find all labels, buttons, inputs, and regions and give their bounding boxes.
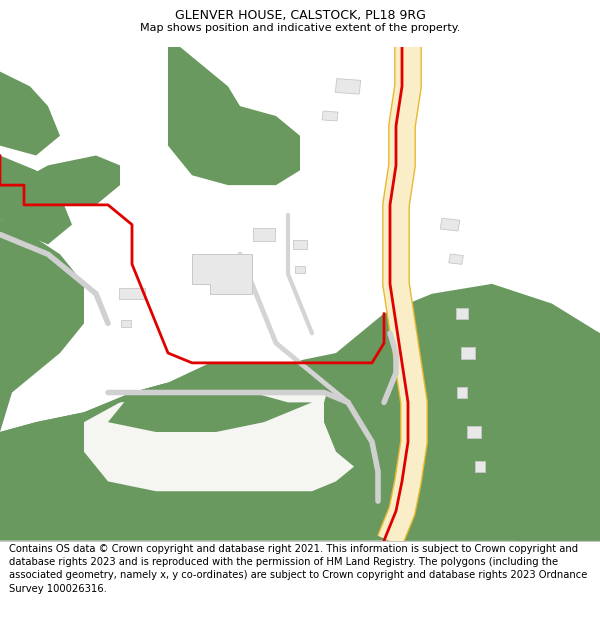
FancyBboxPatch shape bbox=[449, 254, 463, 264]
Polygon shape bbox=[168, 47, 300, 185]
FancyBboxPatch shape bbox=[467, 426, 481, 438]
Polygon shape bbox=[516, 372, 576, 442]
Polygon shape bbox=[516, 314, 570, 368]
Text: GLENVER HOUSE, CALSTOCK, PL18 9RG: GLENVER HOUSE, CALSTOCK, PL18 9RG bbox=[175, 9, 425, 22]
Polygon shape bbox=[192, 254, 252, 294]
Polygon shape bbox=[0, 284, 600, 541]
FancyBboxPatch shape bbox=[293, 240, 307, 249]
FancyBboxPatch shape bbox=[457, 387, 467, 398]
Polygon shape bbox=[0, 219, 84, 432]
FancyBboxPatch shape bbox=[119, 288, 145, 299]
Polygon shape bbox=[108, 382, 312, 432]
Polygon shape bbox=[0, 382, 168, 541]
FancyBboxPatch shape bbox=[322, 111, 338, 121]
FancyBboxPatch shape bbox=[440, 218, 460, 231]
FancyBboxPatch shape bbox=[121, 320, 131, 327]
FancyBboxPatch shape bbox=[475, 461, 485, 472]
Polygon shape bbox=[84, 392, 372, 491]
FancyBboxPatch shape bbox=[461, 347, 475, 359]
FancyBboxPatch shape bbox=[253, 228, 275, 241]
FancyBboxPatch shape bbox=[335, 79, 361, 94]
FancyBboxPatch shape bbox=[295, 266, 305, 272]
Polygon shape bbox=[12, 156, 120, 205]
FancyBboxPatch shape bbox=[456, 308, 468, 319]
Polygon shape bbox=[0, 71, 60, 156]
Polygon shape bbox=[324, 314, 600, 541]
Polygon shape bbox=[0, 156, 72, 244]
Polygon shape bbox=[516, 471, 600, 541]
Text: Map shows position and indicative extent of the property.: Map shows position and indicative extent… bbox=[140, 22, 460, 32]
Text: Contains OS data © Crown copyright and database right 2021. This information is : Contains OS data © Crown copyright and d… bbox=[9, 544, 587, 594]
